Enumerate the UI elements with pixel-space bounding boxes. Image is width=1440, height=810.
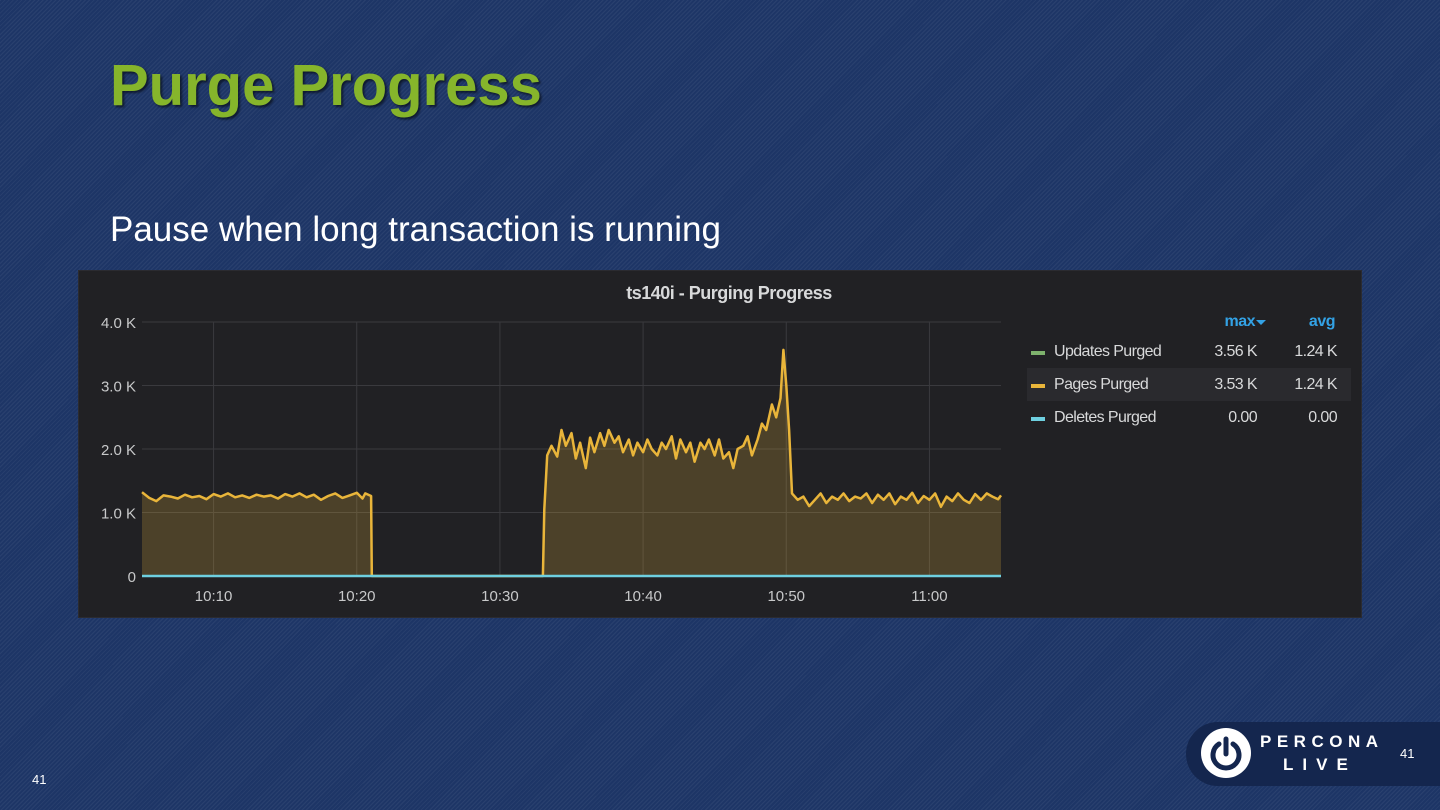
series-area-pages-purged (142, 349, 1001, 576)
slide-title: Purge Progress (110, 53, 542, 118)
legend-item-deletes-purged[interactable]: Deletes Purged 0.00 0.00 (1027, 401, 1351, 434)
purging-progress-chart: 0 1.0 K 2.0 K 3.0 K 4.0 K 10:10 10:20 10:30 10:4… (101, 315, 1002, 605)
x-tick-label: 11:00 (911, 588, 947, 605)
legend-series-name: Updates Purged (1054, 343, 1162, 360)
legend-swatch (1031, 384, 1045, 388)
x-tick-label: 10:40 (624, 588, 662, 605)
x-tick-label: 10:30 (481, 588, 519, 605)
legend-avg-value: 0.00 (1308, 409, 1337, 426)
chart-panel: ts140i - Purging Progress 0 1.0 K 2.0 K 3.0… (78, 270, 1362, 618)
legend-series-name: Pages Purged (1054, 376, 1149, 393)
y-tick-label: 2.0 K (101, 442, 136, 459)
legend-header: max avg (1027, 307, 1351, 335)
legend-swatch (1031, 417, 1045, 421)
y-tick-label: 4.0 K (101, 315, 136, 332)
x-tick-label: 10:50 (767, 588, 805, 605)
legend-swatch (1031, 351, 1045, 355)
power-icon (1210, 736, 1242, 771)
legend-item-pages-purged[interactable]: Pages Purged 3.53 K 1.24 K (1027, 368, 1351, 401)
x-tick-label: 10:20 (338, 588, 376, 605)
legend-avg-value: 1.24 K (1294, 343, 1337, 360)
chart-legend: max avg Updates Purged 3.56 K 1.24 K Pag… (1027, 307, 1351, 434)
percona-logo (1201, 728, 1251, 778)
y-tick-label: 1.0 K (101, 506, 136, 523)
legend-header-max[interactable]: max (1224, 313, 1255, 330)
sort-caret-icon (1256, 320, 1266, 325)
legend-avg-value: 1.24 K (1294, 376, 1337, 393)
logo-text-live: LIVE (1283, 755, 1357, 774)
corner-page-number: 41 (1400, 746, 1415, 761)
x-tick-label: 10:10 (195, 588, 233, 605)
footer-page-number: 41 (32, 772, 47, 787)
logo-text-percona: PERCONA (1260, 732, 1384, 751)
series-line-pages-purged (141, 348, 1002, 578)
chart-title: ts140i - Purging Progress (626, 283, 832, 303)
legend-max-value: 0.00 (1228, 409, 1257, 426)
y-tick-label: 3.0 K (101, 379, 136, 396)
legend-item-updates-purged[interactable]: Updates Purged 3.56 K 1.24 K (1027, 335, 1351, 368)
y-tick-label: 0 (128, 569, 136, 586)
legend-max-value: 3.53 K (1214, 376, 1257, 393)
legend-series-name: Deletes Purged (1054, 409, 1156, 426)
slide-subtitle: Pause when long transaction is running (110, 210, 721, 249)
legend-max-value: 3.56 K (1214, 343, 1257, 360)
legend-header-avg[interactable]: avg (1308, 313, 1336, 330)
